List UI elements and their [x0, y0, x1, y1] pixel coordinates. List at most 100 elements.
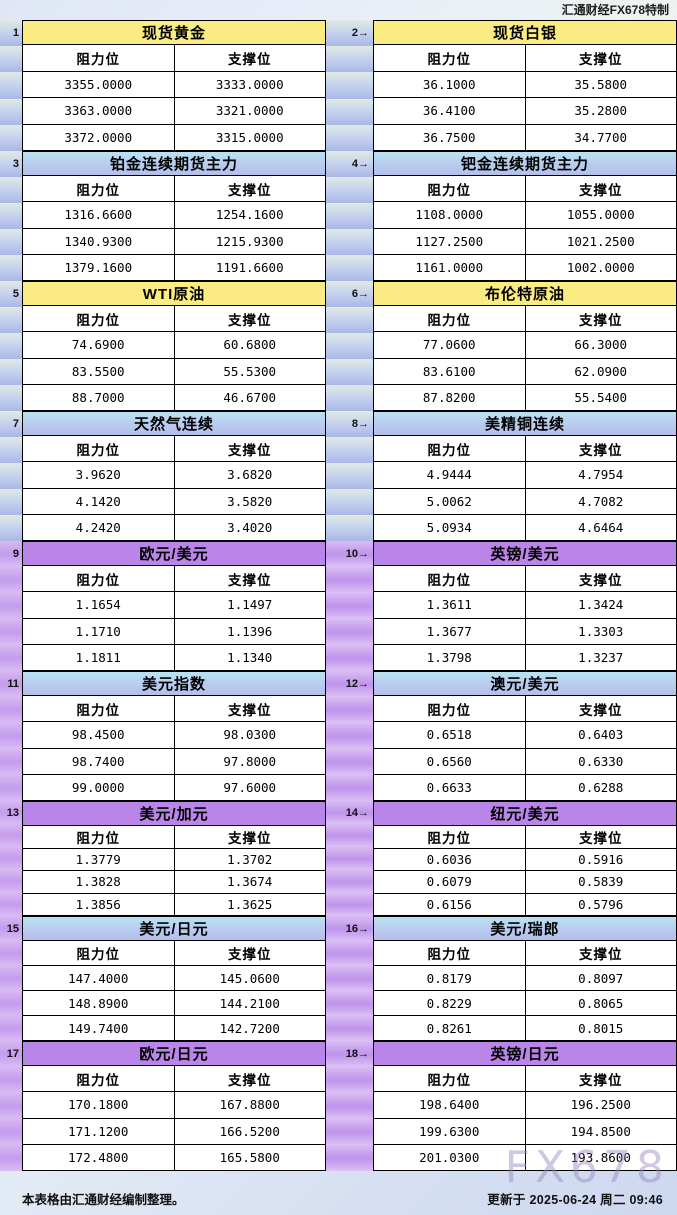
support-value: 34.7700 — [524, 124, 676, 150]
column-header-support: 支撑位 — [524, 941, 676, 965]
instrument-block: 现货白银 阻力位 支撑位 36.1000 35.5800 36.4100 35.2800 36… — [373, 20, 677, 151]
level-row: 171.1200 166.5200 — [23, 1117, 325, 1144]
resistance-value: 3.9620 — [23, 462, 174, 488]
gutter-cell: 8→ — [326, 411, 373, 437]
column-header-row: 阻力位 支撑位 — [23, 436, 325, 462]
column-header-row: 阻力位 支撑位 — [374, 566, 676, 592]
support-value: 1021.2500 — [524, 228, 676, 254]
column-header-row: 阻力位 支撑位 — [374, 306, 676, 332]
resistance-value: 4.1420 — [23, 488, 174, 514]
gutter-cell — [326, 98, 373, 125]
support-value: 196.2500 — [524, 1092, 676, 1118]
instrument-title: 英镑/美元 — [374, 542, 676, 566]
footer-source-label: 本表格由汇通财经编制整理。 — [22, 1192, 185, 1207]
resistance-value: 98.4500 — [23, 722, 174, 748]
support-value: 0.8015 — [524, 1016, 676, 1040]
support-value: 0.8065 — [524, 991, 676, 1015]
gutter-cell — [326, 463, 373, 489]
support-value: 4.7954 — [524, 462, 676, 488]
support-value: 4.6464 — [524, 514, 676, 540]
instrument-block: 现货黄金 阻力位 支撑位 3355.0000 3333.0000 3363.0000 332… — [22, 20, 326, 151]
gutter-cell — [0, 1145, 22, 1171]
resistance-value: 1.1811 — [23, 644, 174, 670]
resistance-value: 171.1200 — [23, 1118, 174, 1144]
support-value: 1055.0000 — [524, 202, 676, 228]
gutter-cell — [326, 489, 373, 515]
gutter-cell: 17 — [0, 1041, 22, 1067]
level-row: 1.3828 1.3674 — [23, 870, 325, 893]
column-header-resistance: 阻力位 — [374, 1066, 525, 1092]
level-row: 0.6633 0.6288 — [374, 773, 676, 800]
level-row: 5.0934 4.6464 — [374, 513, 676, 540]
gutter-cell — [0, 177, 22, 203]
column-header-row: 阻力位 支撑位 — [23, 941, 325, 965]
column-header-support: 支撑位 — [173, 566, 325, 592]
level-row: 1.3677 1.3303 — [374, 617, 676, 644]
gutter-cell — [0, 645, 22, 671]
resistance-value: 3363.0000 — [23, 98, 174, 124]
gutter-cell — [326, 966, 373, 991]
column-header-resistance: 阻力位 — [23, 941, 174, 965]
row-gutter-mid: 14→ — [326, 801, 373, 916]
gutter-cell — [0, 567, 22, 593]
row-gutter-mid: 16→ — [326, 916, 373, 1041]
resistance-value: 0.6560 — [374, 748, 525, 774]
column-header-support: 支撑位 — [524, 176, 676, 202]
gutter-cell — [0, 870, 22, 893]
resistance-value: 3372.0000 — [23, 124, 174, 150]
gutter-cell — [0, 463, 22, 489]
column-header-resistance: 阻力位 — [23, 176, 174, 202]
row-gutter-mid: 6→ — [326, 281, 373, 411]
column-header-row: 阻力位 支撑位 — [374, 45, 676, 71]
gutter-cell — [326, 1093, 373, 1119]
support-value: 0.6288 — [524, 774, 676, 800]
gutter-cell: 12→ — [326, 671, 373, 697]
level-row: 0.6079 0.5839 — [374, 870, 676, 893]
instrument-title: 美精铜连续 — [374, 412, 676, 436]
row-gutter-mid: 12→ — [326, 671, 373, 801]
support-value: 97.6000 — [173, 774, 325, 800]
instrument-block: 钯金连续期货主力 阻力位 支撑位 1108.0000 1055.0000 1127.250… — [373, 151, 677, 281]
instrument-title: 钯金连续期货主力 — [374, 152, 676, 176]
support-value: 194.8500 — [524, 1118, 676, 1144]
support-value: 3.5820 — [173, 488, 325, 514]
gutter-cell — [326, 847, 373, 870]
column-header-support: 支撑位 — [173, 306, 325, 332]
column-header-row: 阻力位 支撑位 — [374, 1066, 676, 1092]
resistance-value: 1161.0000 — [374, 254, 525, 280]
level-row: 149.7400 142.7200 — [23, 1015, 325, 1040]
support-value: 3333.0000 — [173, 71, 325, 97]
support-value: 3315.0000 — [173, 124, 325, 150]
resistance-value: 147.4000 — [23, 966, 174, 990]
gutter-cell — [326, 567, 373, 593]
instrument-title: 布伦特原油 — [374, 282, 676, 306]
resistance-value: 1127.2500 — [374, 228, 525, 254]
resistance-value: 4.9444 — [374, 462, 525, 488]
support-value: 0.8097 — [524, 966, 676, 990]
resistance-value: 1.3611 — [374, 592, 525, 618]
level-row: 3372.0000 3315.0000 — [23, 123, 325, 150]
level-row: 1340.9300 1215.9300 — [23, 227, 325, 254]
gutter-cell — [0, 1119, 22, 1145]
instrument-title: 现货黄金 — [23, 21, 325, 45]
resistance-value: 87.8200 — [374, 384, 525, 410]
column-header-row: 阻力位 支撑位 — [374, 941, 676, 965]
level-row: 170.1800 167.8800 — [23, 1091, 325, 1118]
level-row: 83.5500 55.5300 — [23, 357, 325, 384]
gutter-cell — [0, 255, 22, 281]
level-row: 0.6560 0.6330 — [374, 747, 676, 774]
level-row: 4.2420 3.4020 — [23, 513, 325, 540]
block-row: 9 欧元/美元 阻力位 支撑位 1.1654 1.1497 1.1710 1.1396 1.18… — [0, 541, 677, 671]
gutter-cell: 5 — [0, 281, 22, 307]
gutter-cell — [326, 1016, 373, 1041]
resistance-value: 4.2420 — [23, 514, 174, 540]
block-row: 15 美元/日元 阻力位 支撑位 147.4000 145.0600 148.8900 144… — [0, 916, 677, 1041]
level-row: 4.1420 3.5820 — [23, 487, 325, 514]
support-value: 142.7200 — [173, 1016, 325, 1040]
instrument-title: 欧元/日元 — [23, 1042, 325, 1066]
instrument-block: 欧元/美元 阻力位 支撑位 1.1654 1.1497 1.1710 1.1396 1.181… — [22, 541, 326, 671]
resistance-value: 201.0300 — [374, 1144, 525, 1170]
column-header-row: 阻力位 支撑位 — [23, 45, 325, 71]
instrument-block: 美元指数 阻力位 支撑位 98.4500 98.0300 98.7400 97.8000 99… — [22, 671, 326, 801]
